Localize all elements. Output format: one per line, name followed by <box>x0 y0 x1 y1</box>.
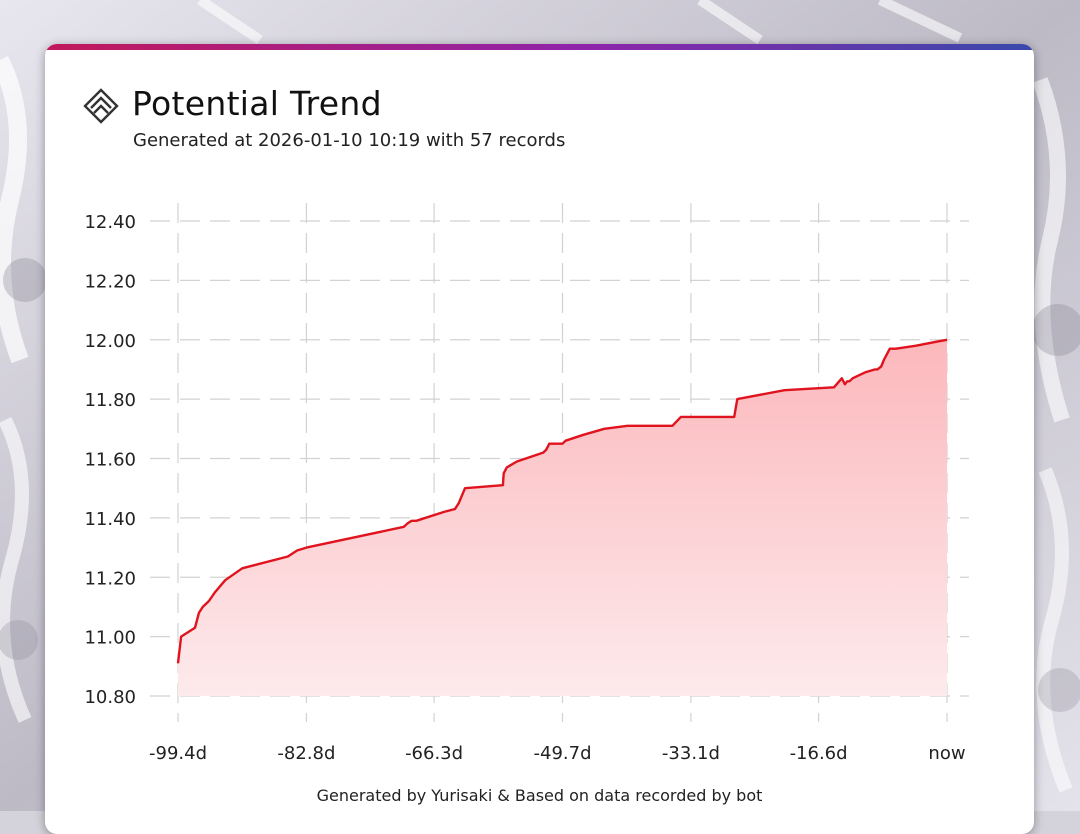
x-tick-label: -99.4d <box>149 743 207 764</box>
x-tick-label: -16.6d <box>790 743 848 764</box>
x-tick-label: now <box>928 743 965 764</box>
x-axis-ticks: -99.4d -82.8d -66.3d -49.7d -33.1d -16.6d now <box>149 743 966 764</box>
accent-bar <box>45 44 1034 50</box>
x-tick-label: -66.3d <box>405 743 463 764</box>
potential-logo-icon <box>83 88 119 124</box>
x-tick-label: -82.8d <box>277 743 335 764</box>
x-tick-label: -33.1d <box>662 743 720 764</box>
y-tick-label: 12.40 <box>84 212 136 233</box>
y-tick-label: 12.20 <box>84 271 136 292</box>
footer-credit: Generated by Yurisaki & Based on data re… <box>316 786 763 805</box>
y-axis-ticks: 10.80 11.00 11.20 11.40 11.60 11.80 12.00 12.20… <box>84 212 136 708</box>
y-tick-label: 11.60 <box>84 450 136 471</box>
chart-line-layer <box>176 338 948 664</box>
y-tick-label: 11.20 <box>84 568 136 589</box>
y-tick-label: 11.40 <box>84 509 136 530</box>
series-line <box>176 338 948 664</box>
potential-trend-chart: 10.80 11.00 11.20 11.40 11.60 11.80 12.00 12.20… <box>84 203 969 764</box>
y-tick-label: 12.00 <box>84 331 136 352</box>
x-tick-label: -49.7d <box>534 743 592 764</box>
y-tick-label: 10.80 <box>84 687 136 708</box>
y-tick-label: 11.00 <box>84 628 136 649</box>
chart-area-layer <box>178 339 947 696</box>
page-title: Potential Trend <box>132 84 382 123</box>
page-subtitle: Generated at 2026-01-10 10:19 with 57 re… <box>133 130 566 151</box>
series-area <box>178 339 947 696</box>
y-tick-label: 11.80 <box>84 390 136 411</box>
trend-card: Potential Trend Generated at 2026-01-10 … <box>45 44 1034 834</box>
